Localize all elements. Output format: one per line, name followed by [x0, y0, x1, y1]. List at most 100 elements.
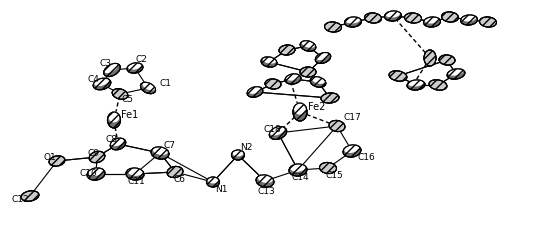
Ellipse shape	[112, 89, 128, 99]
Ellipse shape	[110, 138, 125, 150]
Text: N2: N2	[240, 143, 253, 151]
Ellipse shape	[293, 103, 307, 121]
Ellipse shape	[310, 77, 326, 87]
Ellipse shape	[389, 71, 407, 81]
Text: C3: C3	[100, 58, 112, 68]
Ellipse shape	[385, 11, 402, 21]
Text: C13: C13	[258, 186, 276, 195]
Ellipse shape	[93, 78, 111, 90]
Text: C1: C1	[159, 79, 171, 88]
Ellipse shape	[386, 10, 400, 17]
Ellipse shape	[88, 167, 103, 176]
Ellipse shape	[109, 111, 119, 122]
Ellipse shape	[460, 15, 477, 25]
Ellipse shape	[345, 17, 362, 27]
Ellipse shape	[140, 82, 156, 94]
Ellipse shape	[279, 45, 295, 55]
Ellipse shape	[300, 67, 316, 77]
Ellipse shape	[439, 55, 455, 65]
Ellipse shape	[324, 22, 341, 32]
Ellipse shape	[404, 13, 421, 23]
Ellipse shape	[442, 12, 459, 22]
Text: C12: C12	[12, 195, 30, 205]
Ellipse shape	[480, 17, 496, 27]
Ellipse shape	[315, 53, 330, 63]
Ellipse shape	[142, 82, 155, 90]
Ellipse shape	[364, 13, 381, 23]
Ellipse shape	[407, 80, 425, 90]
Ellipse shape	[247, 87, 263, 97]
Ellipse shape	[316, 52, 329, 60]
Ellipse shape	[128, 62, 141, 70]
Ellipse shape	[140, 82, 156, 94]
Ellipse shape	[448, 68, 463, 76]
Ellipse shape	[425, 17, 439, 24]
Ellipse shape	[151, 147, 169, 159]
Ellipse shape	[265, 79, 281, 89]
Ellipse shape	[439, 55, 455, 65]
Ellipse shape	[344, 144, 359, 153]
Ellipse shape	[424, 17, 441, 27]
Ellipse shape	[126, 168, 144, 180]
Ellipse shape	[279, 45, 295, 55]
Text: C18: C18	[264, 126, 282, 134]
Ellipse shape	[286, 73, 299, 81]
Ellipse shape	[87, 168, 105, 180]
Ellipse shape	[231, 150, 244, 160]
Ellipse shape	[208, 177, 219, 184]
Text: C15: C15	[326, 171, 344, 181]
Ellipse shape	[343, 145, 361, 157]
Ellipse shape	[300, 67, 316, 77]
Ellipse shape	[167, 166, 183, 178]
Ellipse shape	[261, 57, 277, 67]
Ellipse shape	[315, 53, 330, 63]
Ellipse shape	[232, 150, 243, 157]
Text: C2: C2	[136, 55, 148, 65]
Ellipse shape	[110, 138, 125, 150]
Ellipse shape	[424, 50, 436, 66]
Ellipse shape	[319, 162, 336, 174]
Ellipse shape	[285, 74, 301, 84]
Ellipse shape	[480, 17, 496, 27]
Ellipse shape	[270, 126, 284, 135]
Text: C16: C16	[357, 153, 375, 161]
Ellipse shape	[247, 87, 263, 97]
Ellipse shape	[87, 168, 105, 180]
Ellipse shape	[256, 175, 274, 187]
Ellipse shape	[385, 11, 402, 21]
Ellipse shape	[319, 162, 336, 174]
Ellipse shape	[112, 89, 128, 99]
Ellipse shape	[285, 74, 301, 84]
Ellipse shape	[89, 151, 105, 163]
Text: C17: C17	[343, 113, 361, 123]
Ellipse shape	[21, 191, 39, 201]
Ellipse shape	[293, 103, 307, 121]
Ellipse shape	[49, 156, 65, 166]
Ellipse shape	[424, 17, 441, 27]
Ellipse shape	[343, 145, 361, 157]
Ellipse shape	[127, 63, 143, 73]
Ellipse shape	[321, 93, 339, 103]
Ellipse shape	[151, 147, 169, 159]
Ellipse shape	[389, 71, 407, 81]
Ellipse shape	[207, 177, 220, 187]
Ellipse shape	[364, 13, 381, 23]
Ellipse shape	[447, 69, 465, 79]
Ellipse shape	[290, 163, 305, 172]
Ellipse shape	[461, 14, 476, 21]
Ellipse shape	[429, 80, 447, 90]
Ellipse shape	[310, 77, 326, 87]
Ellipse shape	[300, 41, 316, 51]
Text: C10: C10	[80, 168, 98, 178]
Text: C14: C14	[292, 174, 310, 182]
Ellipse shape	[89, 151, 105, 163]
Ellipse shape	[346, 17, 360, 24]
Ellipse shape	[207, 177, 220, 187]
Ellipse shape	[93, 78, 111, 90]
Text: C6: C6	[174, 175, 186, 185]
Text: C5: C5	[122, 96, 134, 104]
Text: N1: N1	[215, 185, 227, 195]
Ellipse shape	[321, 93, 339, 103]
Ellipse shape	[94, 78, 109, 86]
Ellipse shape	[424, 50, 436, 66]
